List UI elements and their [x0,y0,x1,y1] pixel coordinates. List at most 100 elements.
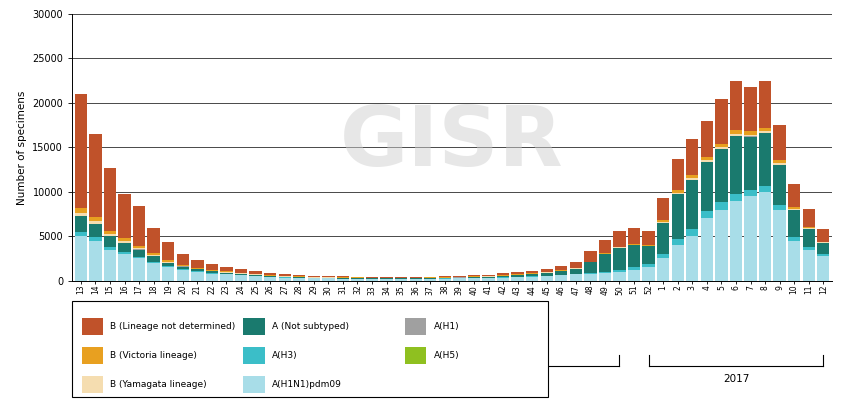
Bar [468,278,481,281]
Bar [511,272,524,274]
Bar [337,278,349,279]
Bar [773,125,786,160]
Bar [148,261,160,263]
Bar [482,275,495,276]
Bar [628,245,640,267]
Bar [715,147,728,149]
Bar [162,243,174,260]
Bar [278,274,291,276]
Bar [453,276,465,277]
Bar [686,178,699,180]
Bar [148,256,160,261]
Text: GISR: GISR [340,101,564,182]
Bar [104,234,116,236]
Bar [541,273,553,276]
Bar [788,237,801,241]
Bar [104,249,116,281]
Bar [759,131,771,133]
Bar [191,267,204,269]
Bar [497,276,509,277]
Bar [657,220,669,222]
Bar [802,209,815,227]
Bar [715,203,728,210]
Bar [89,221,102,223]
Bar [759,192,771,281]
Bar [220,271,233,272]
Bar [453,278,465,281]
Bar [570,262,582,268]
Bar [220,272,233,273]
Bar [773,210,786,281]
Bar [322,278,335,281]
Bar [759,128,771,131]
Bar [526,271,538,273]
Text: B (Yamagata lineage): B (Yamagata lineage) [110,380,207,389]
Bar [118,241,131,243]
Bar [278,277,291,281]
Bar [526,274,538,276]
Bar [686,236,699,281]
Bar [220,273,233,274]
Bar [118,243,131,252]
Bar [82,376,103,393]
Bar [235,274,247,275]
Bar [75,213,87,216]
Bar [75,232,87,236]
Bar [250,275,261,276]
Bar [599,240,611,253]
Bar [104,231,116,234]
Bar [657,198,669,220]
Bar [584,273,597,281]
Bar [672,245,684,281]
Bar [541,269,553,272]
Bar [220,267,233,271]
Bar [643,246,655,264]
Bar [439,279,451,281]
Bar [75,236,87,281]
Bar [191,271,204,272]
Bar [700,219,713,281]
Bar [584,263,597,273]
Bar [104,168,116,231]
Text: A(H5): A(H5) [434,351,459,360]
Text: B (Victoria lineage): B (Victoria lineage) [110,351,197,360]
Bar [293,277,306,278]
Bar [205,270,218,271]
Bar [657,254,669,259]
Bar [817,242,829,243]
Bar [75,94,87,208]
Bar [351,278,363,279]
Bar [730,134,742,136]
Bar [244,318,265,335]
Bar [643,264,655,267]
Bar [177,254,189,265]
Bar [541,276,553,281]
Bar [439,276,451,277]
Bar [468,275,481,276]
Bar [745,135,756,136]
Bar [686,175,699,178]
Bar [453,277,465,278]
Bar [700,122,713,157]
Bar [293,278,306,281]
Bar [133,259,145,281]
Bar [788,184,801,207]
Bar [613,272,626,281]
Bar [773,160,786,163]
Bar [148,263,160,281]
Bar [482,277,495,278]
Text: A(H3): A(H3) [272,351,297,360]
Bar [730,194,742,200]
Bar [817,241,829,242]
Bar [89,237,102,241]
Bar [788,207,801,209]
Bar [730,200,742,281]
Bar [191,259,204,267]
Bar [205,271,218,273]
Bar [628,267,640,270]
Bar [745,87,756,131]
Bar [643,267,655,281]
Bar [148,255,160,256]
Bar [235,269,247,273]
Bar [672,193,684,194]
